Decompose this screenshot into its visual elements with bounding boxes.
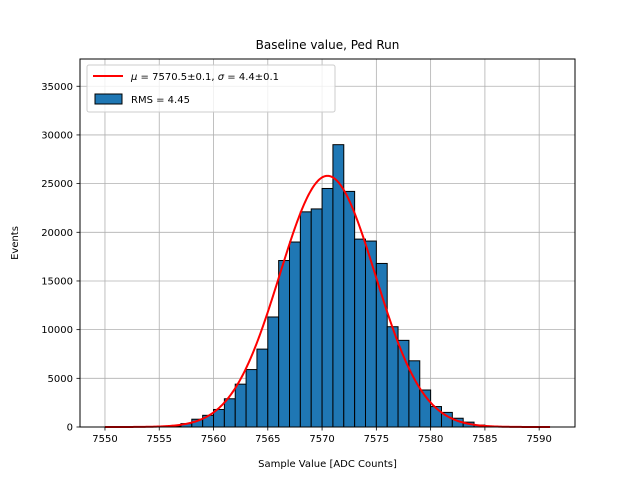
legend-fit-mu-text: = 7570.5±0.1, <box>137 72 217 83</box>
x-tick-label: 7550 <box>92 434 117 445</box>
histogram-bar <box>354 238 366 428</box>
x-tick-label: 7585 <box>472 434 497 445</box>
x-axis-ticks: 7550 7555 7560 7565 7570 7575 7580 7585 7590 <box>92 427 552 445</box>
histogram-bar <box>321 187 334 428</box>
x-tick-label: 7590 <box>526 434 551 445</box>
x-axis-title: Sample Value [ADC Counts] <box>258 459 397 470</box>
histogram-bar <box>310 208 323 428</box>
gaussian-fit-curve <box>104 174 551 428</box>
x-tick-label: 7570 <box>309 434 334 445</box>
y-axis-title: Events <box>10 226 21 260</box>
y-axis-ticks: 0 5000 10000 15000 20000 25000 30000 35000 <box>41 82 80 434</box>
legend-fit-label: μ = 7570.5±0.1, σ = 4.4±0.1 <box>130 72 279 83</box>
legend-fit-mu-symbol: μ <box>130 72 137 83</box>
legend-fit-sigma-text: = 4.4±0.1 <box>224 72 279 83</box>
histogram-bar <box>256 348 269 428</box>
y-tick-label: 15000 <box>41 276 73 287</box>
legend: μ = 7570.5±0.1, σ = 4.4±0.1 RMS = 4.45 <box>86 64 336 113</box>
histogram-bar <box>430 406 442 428</box>
histogram-bar <box>299 211 312 428</box>
legend-box <box>86 64 336 113</box>
legend-histogram-label: RMS = 4.45 <box>131 95 190 106</box>
x-tick-label: 7575 <box>364 434 389 445</box>
histogram-bars <box>158 144 497 428</box>
histogram-bar <box>278 260 291 428</box>
histogram-bar <box>223 398 236 428</box>
x-tick-label: 7560 <box>201 434 226 445</box>
histogram-bar <box>245 369 258 428</box>
y-tick-label: 25000 <box>41 179 73 190</box>
y-tick-label: 30000 <box>41 130 73 141</box>
histogram-bar <box>397 339 410 428</box>
x-tick-label: 7580 <box>418 434 443 445</box>
y-tick-label: 35000 <box>41 82 73 93</box>
histogram-bar <box>386 326 399 428</box>
histogram-bar <box>375 262 388 428</box>
histogram-bar <box>234 383 247 428</box>
chart-title: Baseline value, Ped Run <box>256 38 400 52</box>
y-tick-label: 10000 <box>41 325 73 336</box>
x-tick-label: 7565 <box>255 434 280 445</box>
y-tick-label: 0 <box>67 423 73 434</box>
y-tick-label: 20000 <box>41 228 73 239</box>
plot-frame <box>79 58 576 428</box>
x-tick-label: 7555 <box>147 434 172 445</box>
legend-histogram-swatch <box>94 93 123 105</box>
histogram-bar <box>343 190 356 428</box>
histogram-bar <box>267 316 280 428</box>
histogram-bar <box>364 240 377 428</box>
y-tick-label: 5000 <box>48 374 73 385</box>
histogram-bar <box>289 241 301 428</box>
legend-fit-sigma-symbol: σ <box>218 72 225 83</box>
